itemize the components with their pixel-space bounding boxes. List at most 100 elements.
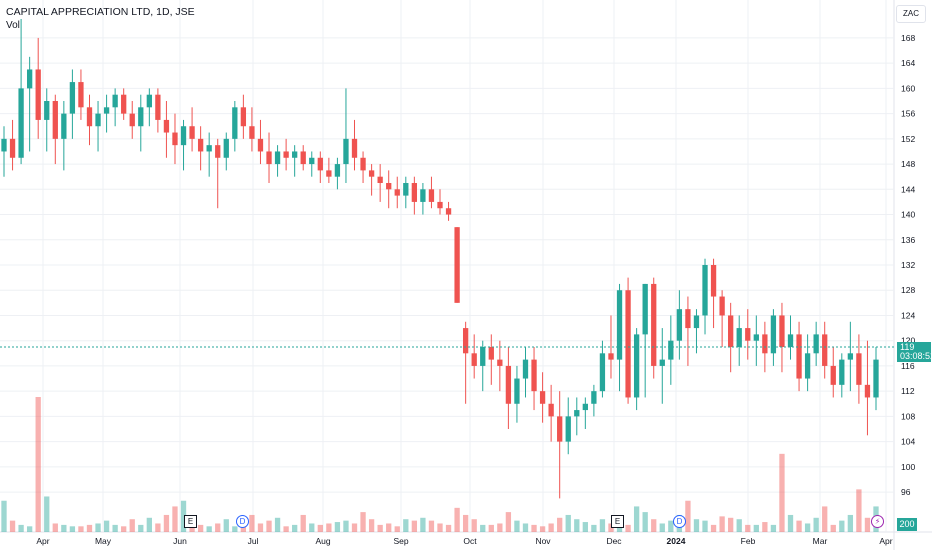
candle-body (830, 365, 836, 385)
candle-body (420, 189, 426, 202)
time-axis: Apr May Jun Jul Aug Sep Oct Nov Dec 2024 Feb Mar Apr (36, 536, 892, 546)
volume-bar (582, 522, 588, 532)
candle-body (197, 138, 204, 152)
volume-bar (411, 520, 418, 532)
candle-body (770, 315, 777, 354)
candle-body (206, 145, 212, 152)
candle-body (762, 334, 768, 354)
volume-bar (223, 519, 229, 532)
candle-body (129, 113, 135, 127)
candle-body (334, 164, 341, 177)
volume-bar (163, 514, 170, 532)
volume-bar (505, 512, 512, 532)
x-tick-label: Apr (36, 536, 49, 546)
volume-bar (309, 523, 315, 532)
volume-bar (736, 519, 742, 532)
volume-bar (839, 520, 845, 532)
candle-body (531, 359, 537, 392)
volume-bar (78, 526, 84, 532)
volume-bar (488, 524, 494, 532)
earnings-event-icon[interactable]: E (611, 515, 624, 528)
volume-bar (659, 523, 665, 532)
candle-body (180, 126, 187, 146)
dividend-event-icon[interactable]: D (673, 515, 686, 528)
candle-body (428, 189, 435, 202)
volume-bar (232, 526, 238, 532)
candle-body (223, 138, 229, 158)
candle-body (642, 283, 648, 335)
volume-bar (616, 524, 623, 532)
y-tick-label: 108 (901, 411, 915, 421)
candle-body (95, 113, 101, 127)
volume-bar (274, 517, 281, 532)
y-tick-label: 168 (901, 33, 915, 43)
volume-bar (762, 522, 768, 532)
volume-bar (574, 519, 580, 532)
x-tick-label: Mar (813, 536, 828, 546)
volume-legend[interactable]: Vol (6, 20, 20, 31)
y-tick-label: 120 (901, 336, 915, 346)
candle-body (565, 416, 571, 442)
candle-body (155, 94, 161, 120)
volume-bar (103, 520, 110, 532)
volume-bar (565, 514, 571, 532)
volume-bar (292, 524, 298, 532)
volume-bar (420, 517, 426, 532)
volume-bar (471, 519, 477, 532)
candle-body (232, 107, 238, 139)
candle-body (728, 315, 734, 347)
volume-bar (445, 524, 452, 532)
volume-bar (633, 506, 640, 532)
candle-body (539, 391, 546, 404)
volume-bar (300, 514, 306, 532)
volume-bar (779, 453, 785, 532)
y-tick-label: 160 (901, 83, 915, 93)
volume-bar (745, 524, 751, 532)
candle-body (257, 138, 264, 152)
currency-button[interactable]: ZAC (896, 5, 926, 23)
earnings-event-icon[interactable]: E (184, 515, 197, 528)
volume-bar (86, 524, 93, 532)
volume-bar (454, 507, 460, 532)
candle-body (437, 201, 443, 209)
volume-bar (26, 526, 33, 532)
candle-body (326, 170, 332, 177)
candle-body (35, 69, 41, 120)
candle-body (693, 315, 700, 329)
volume-bar (522, 523, 529, 532)
candle-body (505, 365, 512, 404)
y-tick-label: 124 (901, 310, 915, 320)
candle-body (411, 183, 418, 202)
volume-bar (539, 526, 546, 532)
candle-body (454, 227, 460, 303)
candle-body (249, 126, 255, 139)
volume-bar (129, 519, 135, 532)
volume-bar (437, 523, 443, 532)
volume-bar (35, 397, 41, 532)
candle-body (616, 290, 623, 360)
last-price-value: 119 (900, 342, 915, 352)
candle-body (839, 359, 845, 385)
candlestick-series (1, 19, 879, 499)
dividend-event-icon[interactable]: D (236, 515, 249, 528)
y-tick-label: 156 (901, 109, 915, 119)
y-tick-label: 164 (901, 58, 915, 68)
x-tick-label: Nov (535, 536, 551, 546)
x-tick-label: Aug (315, 536, 330, 546)
volume-bar (428, 520, 435, 532)
volume-bar (557, 517, 563, 532)
last-price-badge: 119 03:08:52 (897, 342, 932, 362)
candle-body (377, 176, 383, 183)
volume-bar (804, 523, 811, 532)
candle-body (86, 107, 93, 127)
candle-body (146, 94, 152, 108)
candle-body (719, 296, 725, 316)
split-event-icon[interactable]: ⚡ (871, 515, 884, 528)
candle-body (360, 157, 366, 171)
volume-bar (710, 524, 717, 532)
candle-body (685, 309, 691, 329)
volume-bar (702, 520, 708, 532)
candle-body (668, 340, 674, 360)
